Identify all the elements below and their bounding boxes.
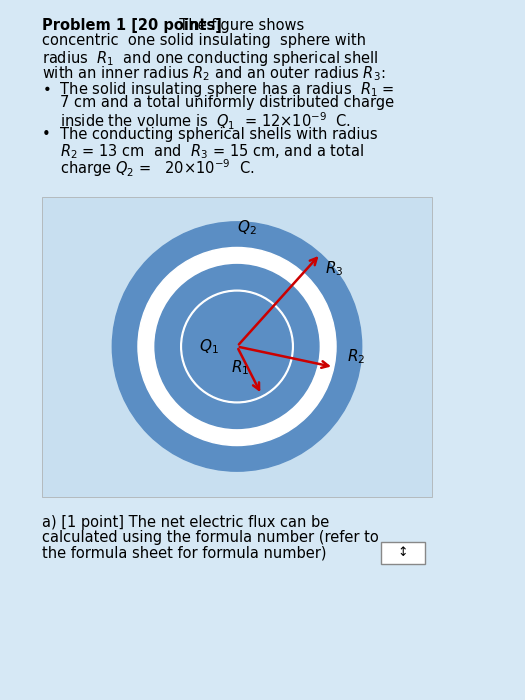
Circle shape — [138, 248, 336, 445]
Text: with an inner radius $R_2$ and an outer radius $R_3$:: with an inner radius $R_2$ and an outer … — [42, 64, 385, 83]
Text: radius  $R_1$  and one conducting spherical shell: radius $R_1$ and one conducting spherica… — [42, 49, 379, 68]
Text: 7 cm and a total uniformly distributed charge: 7 cm and a total uniformly distributed c… — [60, 95, 394, 111]
Text: the formula sheet for formula number): the formula sheet for formula number) — [42, 545, 327, 561]
Text: $R_1$: $R_1$ — [232, 358, 250, 377]
Text: concentric  one solid insulating  sphere with: concentric one solid insulating sphere w… — [42, 34, 366, 48]
Circle shape — [183, 293, 291, 400]
Text: The figure shows: The figure shows — [170, 18, 304, 33]
FancyBboxPatch shape — [42, 197, 432, 496]
Circle shape — [155, 265, 319, 428]
Text: a) [1 point] The net electric flux can be: a) [1 point] The net electric flux can b… — [42, 514, 329, 529]
Text: •  The conducting spherical shells with radius: • The conducting spherical shells with r… — [42, 127, 377, 141]
Text: $R_2$: $R_2$ — [346, 348, 365, 366]
Text: $R_3$: $R_3$ — [325, 260, 344, 278]
Text: inside the volume is  $Q_1$  = 12×10$^{-9}$  C.: inside the volume is $Q_1$ = 12×10$^{-9}… — [60, 111, 351, 132]
Text: $Q_2$: $Q_2$ — [237, 218, 257, 237]
Text: calculated using the formula number (refer to: calculated using the formula number (ref… — [42, 530, 379, 545]
Text: $Q_1$: $Q_1$ — [199, 337, 219, 356]
Text: ↕: ↕ — [398, 546, 408, 559]
FancyBboxPatch shape — [381, 542, 425, 564]
Text: charge $Q_2$ =   20×10$^{-9}$  C.: charge $Q_2$ = 20×10$^{-9}$ C. — [60, 158, 254, 179]
Circle shape — [112, 222, 362, 471]
Text: •  The solid insulating sphere has a radius  $R_1$ =: • The solid insulating sphere has a radi… — [42, 80, 394, 99]
Circle shape — [181, 290, 293, 402]
Text: $R_2$ = 13 cm  and  $R_3$ = 15 cm, and a total: $R_2$ = 13 cm and $R_3$ = 15 cm, and a t… — [60, 142, 364, 161]
Text: Problem 1 [20 points]: Problem 1 [20 points] — [42, 18, 222, 33]
